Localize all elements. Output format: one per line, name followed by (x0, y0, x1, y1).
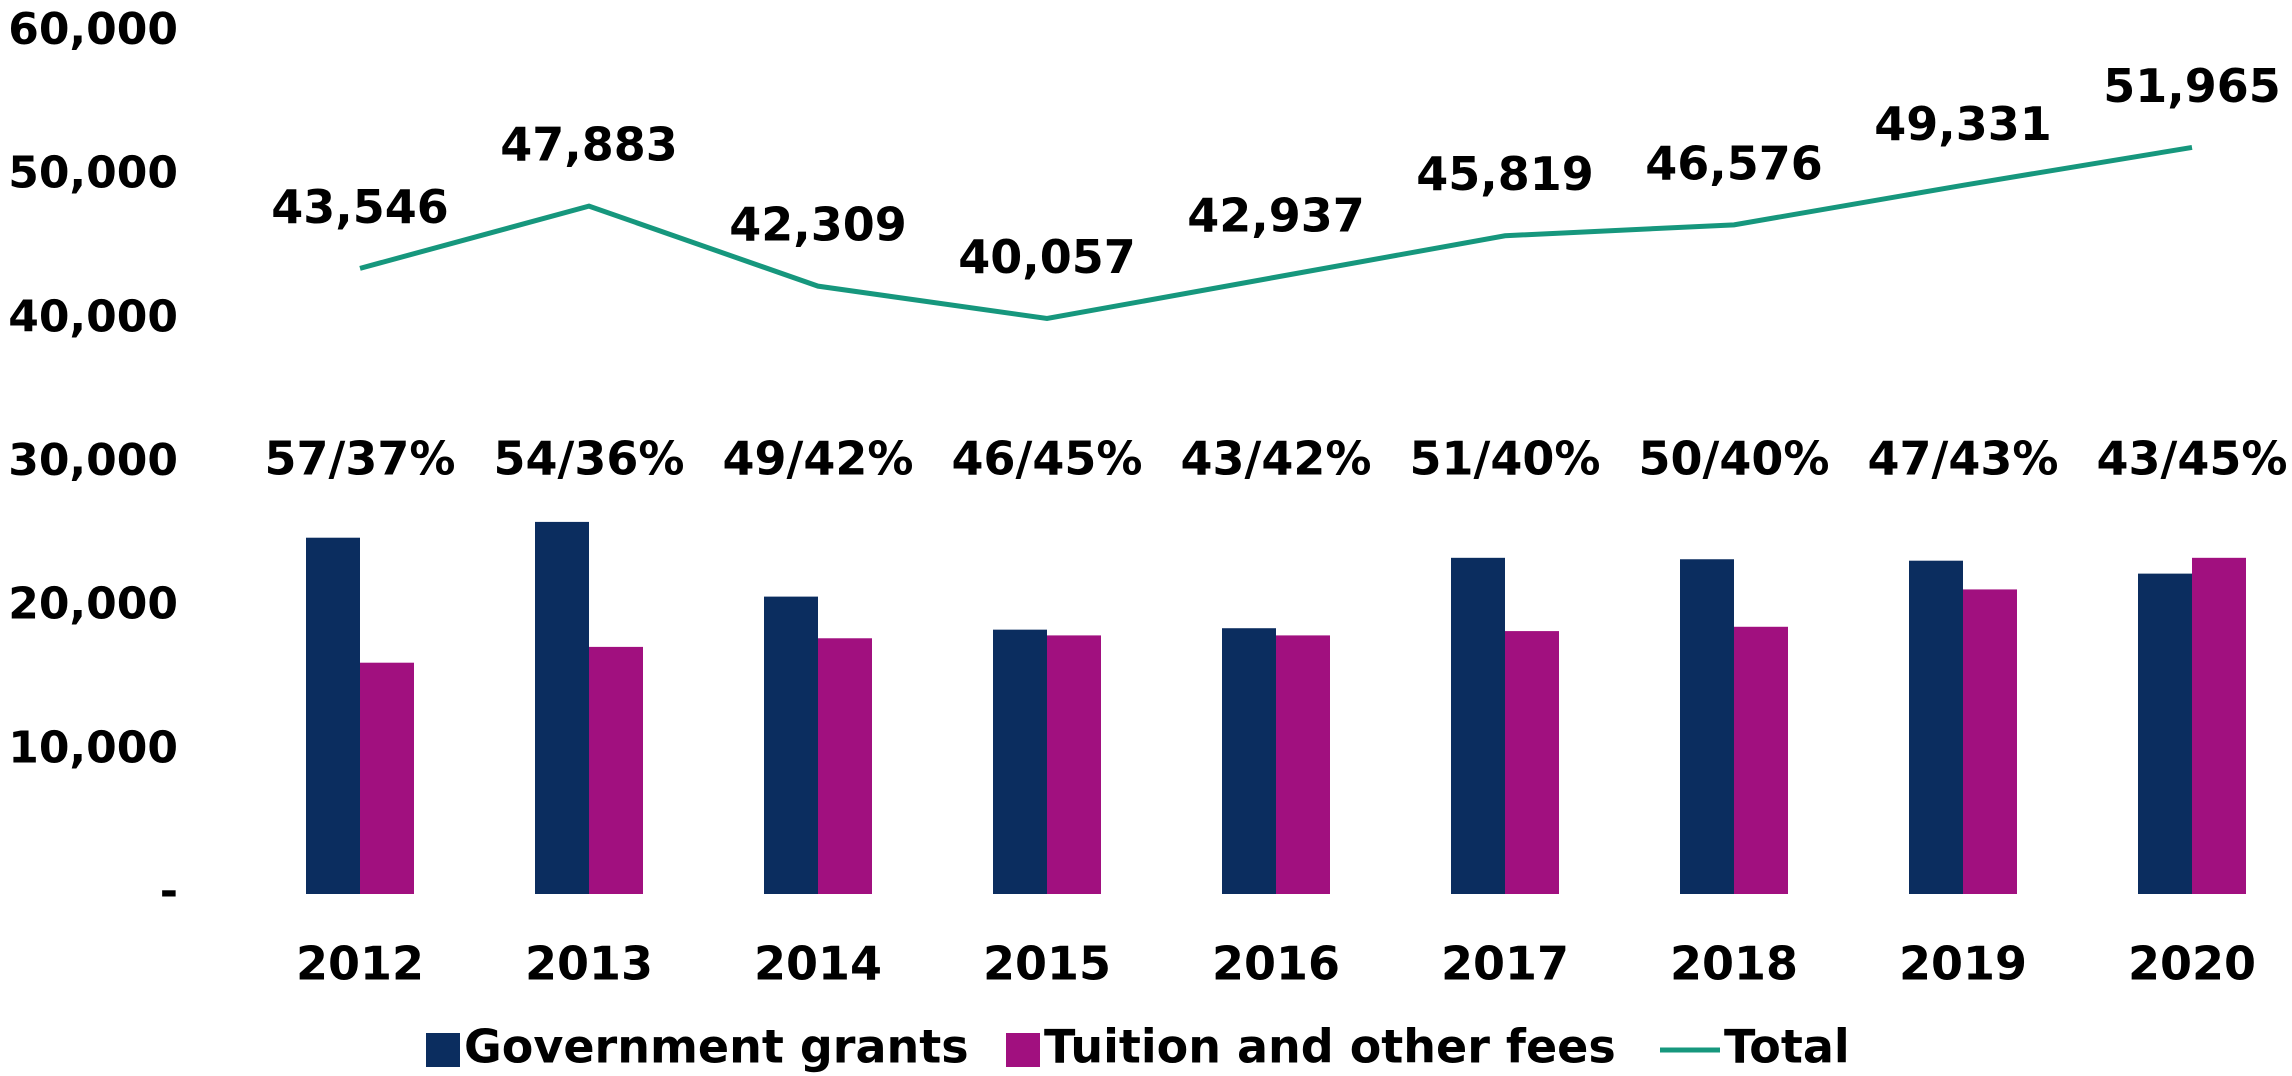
x-tick-label: 2020 (2128, 937, 2256, 991)
bar (1963, 589, 2017, 894)
line (359, 144, 2193, 322)
data-label: 45,819 (1416, 147, 1594, 201)
bar (993, 629, 1047, 894)
y-tick-label: 40,000 (8, 291, 178, 342)
annotation: 47/43% (1868, 432, 2059, 486)
bar (2192, 557, 2246, 894)
annotation: 57/37% (265, 432, 456, 486)
bar (2138, 573, 2192, 894)
annotation: 51/40% (1410, 432, 1601, 486)
bar (360, 662, 414, 894)
x-tick-label: 2016 (1212, 937, 1340, 991)
annotation: 54/36% (494, 432, 685, 486)
bar (306, 537, 360, 894)
y-tick-label: 30,000 (8, 435, 178, 486)
data-label: 46,576 (1645, 136, 1823, 190)
annotation: 49/42% (723, 432, 914, 486)
y-tick-label: 60,000 (8, 4, 178, 55)
annotation: 43/45% (2097, 432, 2288, 486)
data-label: 47,883 (500, 118, 678, 172)
x-tick-label: 2015 (983, 937, 1111, 991)
x-tick-label: 2017 (1441, 937, 1569, 991)
y-tick-label: 20,000 (8, 579, 178, 630)
x-tick-label: 2014 (754, 937, 882, 991)
legend-swatch (1006, 1033, 1040, 1067)
x-tick-label: 2013 (525, 937, 653, 991)
data-label: 42,309 (729, 198, 907, 252)
data-label: 49,331 (1874, 97, 2052, 151)
bar (1909, 560, 1963, 894)
x-tick-label: 2012 (296, 937, 424, 991)
bar (1505, 631, 1559, 894)
bar (1276, 635, 1330, 894)
bar (1451, 557, 1505, 894)
data-label: 42,937 (1187, 189, 1365, 243)
x-tick-label: 2019 (1899, 937, 2027, 991)
legend-swatch (426, 1033, 460, 1067)
legend-label: Total (1724, 1020, 1850, 1074)
bar (1680, 559, 1734, 894)
data-label: 40,057 (958, 230, 1136, 284)
annotation: 46/45% (952, 432, 1143, 486)
bar (818, 638, 872, 894)
bar (764, 596, 818, 894)
legend-label: Government grants (464, 1020, 969, 1074)
bar (1047, 635, 1101, 894)
y-tick-label: 10,000 (8, 722, 178, 773)
bar (589, 646, 643, 894)
legend-label: Tuition and other fees (1044, 1020, 1616, 1074)
data-label: 43,546 (271, 180, 449, 234)
annotation: 43/42% (1181, 432, 1372, 486)
data-label: 51,965 (2103, 59, 2281, 113)
bar (535, 521, 589, 894)
bar (1734, 626, 1788, 894)
x-tick-label: 2018 (1670, 937, 1798, 991)
y-tick-label: - (160, 866, 178, 917)
bar (1222, 628, 1276, 894)
annotation: 50/40% (1639, 432, 1830, 486)
y-tick-label: 50,000 (8, 148, 178, 199)
